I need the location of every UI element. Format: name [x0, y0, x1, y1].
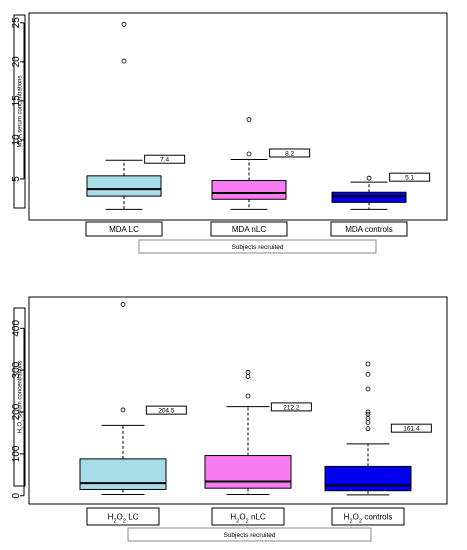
plot-frame	[28, 296, 448, 505]
box-iqr	[204, 455, 292, 489]
outlier-point	[365, 426, 371, 432]
category-label-part: 2	[359, 519, 362, 525]
category-label: MDA controls	[345, 225, 393, 234]
category-label-part: O	[239, 513, 245, 522]
y-axis-label: MDA serum concentrations	[18, 75, 24, 147]
category-label: H2O2 LC	[108, 513, 139, 525]
box-iqr	[324, 465, 412, 492]
y-axis-label-part: O	[18, 422, 24, 427]
category-label-box	[211, 507, 285, 526]
category-label-part: H	[344, 513, 350, 522]
outlier-point	[245, 369, 251, 375]
box-iqr	[79, 458, 167, 490]
annotation-box	[390, 423, 432, 433]
y-tick-label: 100	[11, 445, 22, 462]
annotation-box	[389, 172, 431, 182]
y-tick-label: 0	[11, 493, 22, 499]
category-label: MDA nLC	[232, 225, 266, 234]
box-iqr	[331, 191, 407, 203]
category-label-part: H	[108, 513, 114, 522]
category-label-box	[331, 507, 405, 526]
y-tick-label: 10	[11, 134, 22, 146]
category-label-part: 2	[113, 519, 116, 525]
annotation-label: 7.4	[160, 157, 169, 164]
category-label: H2O2 nLC	[230, 513, 266, 525]
outlier-point	[120, 407, 126, 413]
outlier-point	[366, 175, 372, 181]
outlier-point	[246, 117, 252, 123]
y-tick-label: 15	[11, 95, 22, 107]
y-tick-label: 5	[11, 176, 22, 182]
category-label: MDA LC	[109, 225, 139, 234]
category-label-box	[210, 221, 288, 237]
y-axis-label-part: 2	[20, 419, 25, 422]
category-label-part: O	[117, 513, 123, 522]
outlier-point	[365, 420, 371, 425]
category-label-part: 2	[246, 519, 249, 525]
y-tick-label: 300	[11, 361, 22, 378]
plot-frame	[28, 12, 448, 221]
y-tick-label: 25	[11, 17, 22, 29]
box-iqr	[211, 180, 287, 200]
outlier-point	[121, 21, 127, 27]
x-label-box	[127, 527, 372, 542]
y-axis-label: H2O2 serum concentrations	[18, 361, 26, 434]
x-label-box	[138, 239, 377, 254]
outlier-point	[120, 302, 126, 307]
y-label-box	[13, 14, 26, 209]
y-tick-label: 200	[11, 403, 22, 420]
x-axis-label: Subjects recruited	[231, 244, 283, 251]
annotation-label: 212.2	[283, 404, 300, 411]
annotation-box	[144, 154, 186, 164]
outlier-point	[245, 374, 251, 379]
category-label: H2O2 controls	[344, 513, 393, 525]
category-label-part: 2	[349, 519, 352, 525]
y-tick-label: 400	[11, 320, 22, 337]
y-axis-label-part: serum concentrations	[18, 361, 24, 420]
annotation-box	[270, 402, 312, 412]
outlier-point	[365, 371, 371, 377]
y-tick-label: 20	[11, 56, 22, 68]
annotation-label: 204.5	[158, 408, 175, 415]
outlier-point	[365, 415, 371, 421]
outlier-point	[365, 409, 371, 415]
category-label-part: H	[230, 513, 236, 522]
outlier-point	[365, 411, 371, 417]
annotation-label: 8.2	[285, 150, 294, 157]
y-axis-label-part: 2	[20, 426, 25, 429]
category-label-part: LC	[126, 513, 139, 522]
category-label-part: controls	[362, 513, 392, 522]
y-axis-label-part: H	[18, 429, 24, 433]
category-label-part: 2	[123, 519, 126, 525]
outlier-point	[365, 386, 371, 392]
category-label-box	[85, 221, 163, 237]
category-label-box	[330, 221, 408, 237]
outlier-point	[365, 361, 371, 367]
x-axis-label: Subjects recruited	[223, 532, 275, 539]
category-label-part: O	[353, 513, 359, 522]
category-label-part: 2	[236, 519, 239, 525]
outlier-point	[246, 151, 252, 157]
box-iqr	[86, 175, 162, 197]
annotation-label: 161.4	[403, 426, 420, 433]
outlier-point	[121, 58, 127, 64]
category-label-part: nLC	[249, 513, 266, 522]
annotation-box	[145, 405, 187, 415]
annotation-box	[269, 148, 311, 158]
category-label-box	[86, 507, 160, 526]
y-label-box	[13, 307, 26, 487]
outlier-point	[245, 393, 251, 399]
annotation-label: 5.1	[405, 175, 414, 182]
